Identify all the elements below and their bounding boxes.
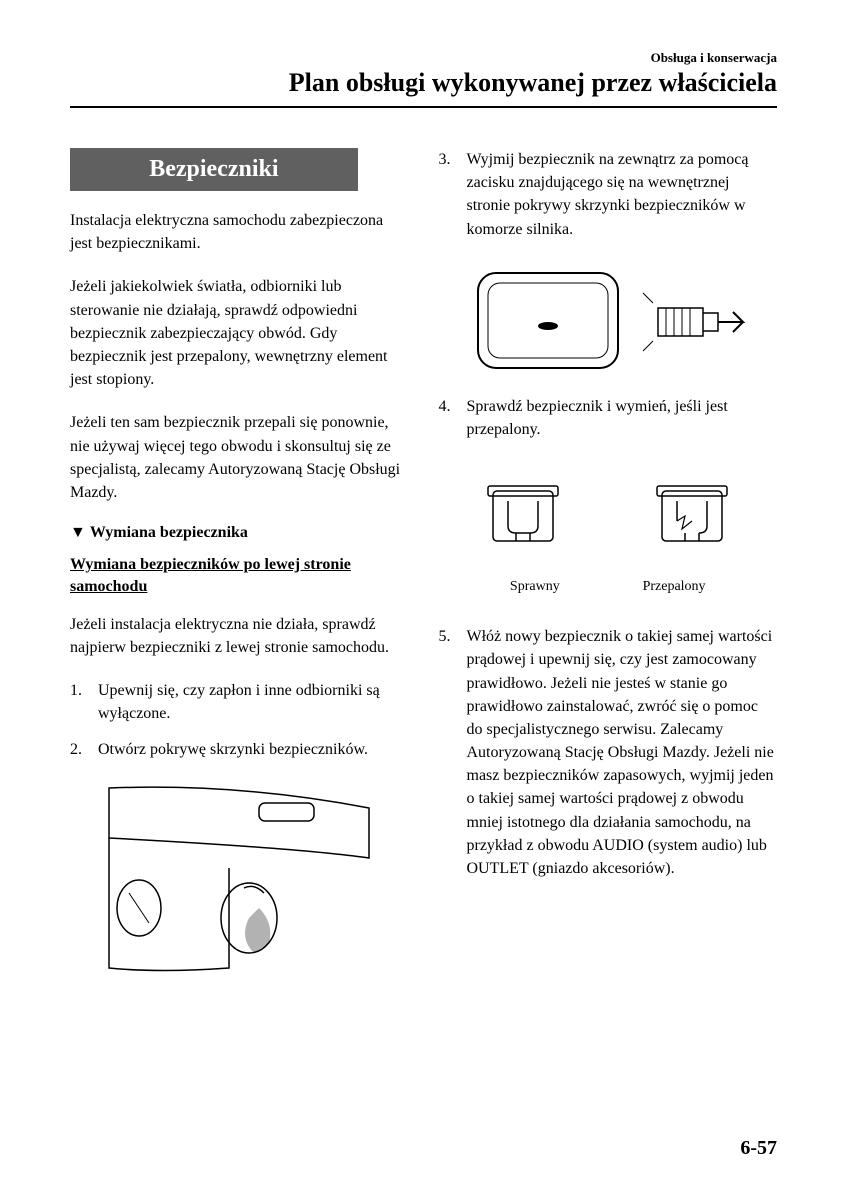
fuse-labels-row: Sprawny Przepalony (439, 579, 778, 595)
sub-paragraph: Jeżeli instalacja elektryczna nie działa… (70, 613, 409, 659)
intro-paragraph-2: Jeżeli jakiekolwiek światła, odbiorniki … (70, 275, 409, 391)
fuse-cover-tool-figure (439, 253, 778, 383)
step-5: 5.Włóż nowy bezpiecznik o takiej samej w… (439, 625, 778, 880)
step-4: 4.Sprawdź bezpiecznik i wymień, jeśli je… (439, 395, 778, 441)
left-column: Bezpieczniki Instalacja elektryczna samo… (70, 148, 409, 1003)
sub-subheading: Wymiana bezpieczników po lewej stronie s… (70, 554, 409, 599)
triangle-icon: ▼ (70, 524, 86, 542)
subsection-heading: ▼Wymiana bezpiecznika (70, 524, 409, 542)
section-title: Bezpieczniki (70, 148, 358, 191)
right-column: 3.Wyjmij bezpiecznik na zewnątrz za pomo… (439, 148, 778, 1003)
fusebox-location-figure (70, 773, 409, 983)
page-title: Plan obsługi wykonywanej przez właścicie… (70, 68, 777, 98)
intro-paragraph-1: Instalacja elektryczna samochodu zabezpi… (70, 209, 409, 255)
header-divider (70, 106, 777, 108)
page-number: 6-57 (740, 1137, 777, 1160)
header-category: Obsługa i konserwacja (70, 50, 777, 66)
intro-paragraph-3: Jeżeli ten sam bezpiecznik przepali się … (70, 411, 409, 504)
fuse-ok-label: Sprawny (510, 579, 560, 595)
step-2: 2.Otwórz pokrywę skrzynki bezpieczników. (70, 738, 409, 761)
step-1: 1.Upewnij się, czy zapłon i inne odbiorn… (70, 679, 409, 725)
step-3: 3.Wyjmij bezpiecznik na zewnątrz za pomo… (439, 148, 778, 241)
fuse-comparison-figure (439, 461, 778, 571)
fuse-blown-label: Przepalony (643, 579, 706, 595)
